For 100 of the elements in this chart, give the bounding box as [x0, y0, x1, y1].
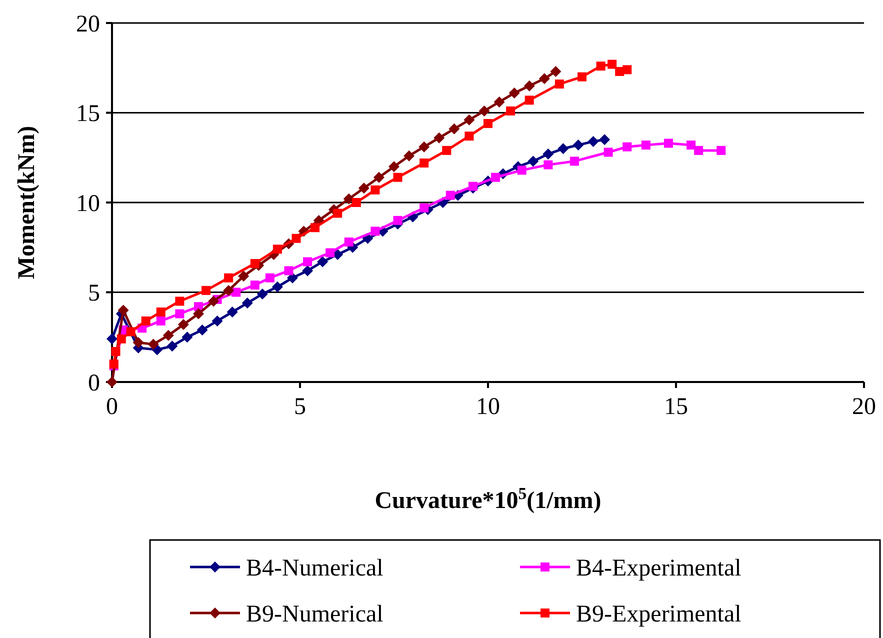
- point: [464, 114, 475, 126]
- point: [284, 266, 294, 276]
- point: [588, 136, 599, 147]
- point: [250, 280, 260, 290]
- point: [148, 338, 159, 350]
- point: [622, 142, 632, 152]
- point: [106, 333, 118, 344]
- point: [256, 288, 268, 300]
- point: [156, 307, 166, 316]
- legend-label: B4-Experimental: [576, 555, 742, 582]
- point: [694, 146, 704, 155]
- point: [641, 140, 650, 150]
- point: [446, 190, 455, 200]
- x-tick-label: 20: [852, 394, 876, 420]
- point: [554, 80, 564, 89]
- point: [352, 198, 361, 207]
- point: [544, 160, 553, 170]
- point: [604, 148, 613, 157]
- point: [542, 148, 554, 160]
- point: [608, 60, 617, 69]
- point: [141, 316, 150, 326]
- point: [599, 134, 610, 146]
- point: [132, 337, 144, 348]
- point: [578, 72, 586, 82]
- point: [517, 166, 526, 175]
- point: [162, 330, 174, 341]
- legend-label: B4-Numerical: [246, 555, 384, 582]
- x-tick-label: 15: [664, 394, 688, 420]
- point: [686, 140, 696, 150]
- point: [550, 66, 562, 77]
- point: [370, 185, 380, 194]
- point: [664, 138, 673, 148]
- y-tick-label: 5: [88, 280, 100, 307]
- point: [448, 123, 460, 134]
- point: [434, 132, 445, 144]
- x-tick-label: 0: [106, 394, 118, 420]
- point: [302, 265, 314, 276]
- point: [232, 288, 241, 297]
- point: [570, 156, 579, 166]
- point: [226, 306, 238, 318]
- point: [393, 216, 402, 225]
- y-tick-label: 0: [88, 370, 100, 396]
- point: [202, 286, 210, 295]
- point: [393, 172, 402, 182]
- x-tick-label: 5: [294, 394, 306, 420]
- point: [464, 132, 474, 141]
- point: [491, 172, 500, 182]
- point: [303, 257, 312, 266]
- point: [442, 146, 452, 155]
- point: [572, 140, 584, 151]
- point: [343, 193, 354, 204]
- legend-label: B9-Numerical: [246, 601, 384, 628]
- point: [358, 182, 370, 194]
- point: [208, 296, 220, 307]
- point: [178, 319, 189, 330]
- point: [317, 256, 328, 268]
- point: [484, 119, 492, 128]
- y-tick-label: 15: [76, 101, 100, 128]
- point: [156, 316, 166, 326]
- point: [250, 259, 260, 268]
- point: [622, 65, 632, 74]
- point: [558, 143, 569, 154]
- y-tick-label: 10: [76, 190, 100, 217]
- point: [224, 273, 234, 282]
- point: [292, 234, 301, 243]
- point: [326, 248, 335, 258]
- point: [111, 346, 120, 356]
- point: [716, 146, 726, 155]
- point: [528, 156, 539, 167]
- point: [223, 284, 234, 296]
- point: [524, 80, 535, 92]
- point: [175, 309, 184, 318]
- y-axis-title: Moment(kNm): [14, 126, 40, 280]
- point: [478, 105, 490, 116]
- y-tick-label: 20: [76, 11, 100, 38]
- point: [418, 141, 430, 152]
- point: [272, 244, 282, 254]
- point: [196, 324, 208, 336]
- point: [238, 270, 250, 282]
- point: [404, 150, 415, 162]
- x-tick-label: 10: [476, 394, 500, 420]
- point: [344, 237, 354, 246]
- point: [182, 332, 193, 343]
- point: [272, 281, 283, 292]
- point: [175, 296, 184, 306]
- point: [524, 96, 534, 105]
- point: [310, 223, 320, 232]
- point: [192, 308, 204, 320]
- point: [506, 106, 516, 116]
- point: [265, 273, 274, 282]
- point: [388, 161, 400, 172]
- point: [596, 62, 606, 71]
- point: [242, 298, 253, 309]
- point: [494, 96, 505, 108]
- point: [116, 334, 126, 344]
- point: [212, 315, 223, 326]
- point: [373, 172, 384, 183]
- point: [118, 304, 129, 316]
- point: [468, 182, 478, 191]
- point: [538, 73, 550, 84]
